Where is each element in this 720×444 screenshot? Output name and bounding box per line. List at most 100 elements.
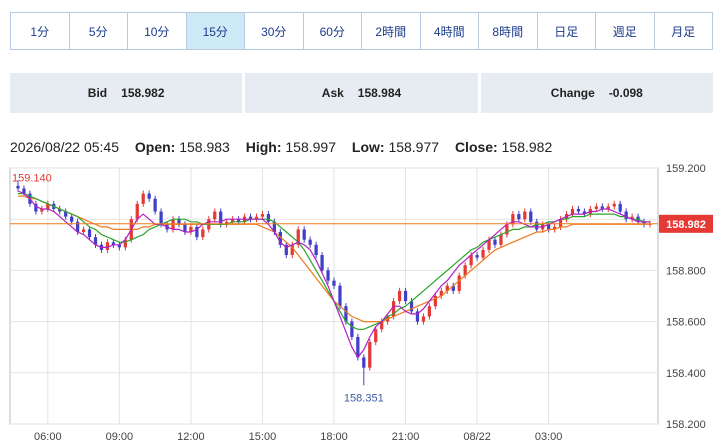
min-price-label: 158.351 (344, 392, 384, 404)
candle-body (296, 229, 300, 245)
candle-body (290, 244, 294, 256)
candle-body (606, 206, 610, 209)
candle-body (40, 208, 44, 212)
candle-body (350, 321, 354, 337)
tab-4hour[interactable]: 4時間 (421, 13, 479, 49)
candle-body (278, 232, 282, 245)
last-price-label: 158.982 (666, 219, 706, 231)
candle-body (457, 275, 461, 291)
open-label: Open: (134, 139, 176, 155)
candle-body (505, 224, 509, 235)
candle-body (630, 216, 634, 220)
candle-body (236, 219, 241, 222)
candle-body (332, 280, 336, 286)
candle-body (356, 336, 360, 358)
candle-body (403, 290, 408, 302)
candle-body (445, 285, 449, 291)
candle-body (266, 214, 271, 222)
candle-body (594, 206, 598, 209)
tab-30min[interactable]: 30分 (245, 13, 304, 49)
candle-body (576, 208, 581, 212)
tab-weekly[interactable]: 週足 (596, 13, 655, 49)
timeframe-tabs: 1分 5分 10分 15分 30分 60分 2時間 4時間 8時間 日足 週足 … (10, 12, 713, 50)
last-price-tag (659, 214, 713, 233)
ask-label: Ask (321, 86, 344, 100)
candlestick-chart[interactable]: 158.200158.400158.600158.800159.000159.2… (0, 156, 720, 444)
candle-body (600, 206, 604, 209)
candle-body (582, 211, 587, 215)
candle-body (362, 357, 366, 368)
candle-body (58, 208, 62, 212)
high-value: 158.997 (285, 139, 336, 155)
tab-10min[interactable]: 10分 (128, 13, 187, 49)
candle-body (308, 239, 312, 245)
tab-8hour[interactable]: 8時間 (479, 13, 538, 49)
candle-body (46, 203, 50, 209)
bid-value: 158.982 (121, 86, 165, 100)
y-tick-label: 158.800 (666, 265, 706, 277)
x-tick-label: 09:00 (106, 431, 134, 443)
candle-body (260, 214, 265, 217)
x-tick-label: 12:00 (177, 431, 205, 443)
candle-body (314, 244, 318, 256)
candle-body (141, 193, 145, 204)
y-tick-label: 158.600 (666, 317, 706, 329)
ohlc-datetime: 2026/08/22 05:45 (10, 139, 119, 155)
candle-body (64, 211, 68, 217)
candle-body (320, 255, 324, 271)
candle-body (529, 211, 533, 222)
tab-60min[interactable]: 60分 (304, 13, 362, 49)
max-price-label: 159.140 (12, 172, 52, 184)
candle-body (254, 216, 259, 220)
tab-5min[interactable]: 5分 (70, 13, 128, 49)
candle-body (189, 226, 193, 232)
candle-body (248, 216, 253, 220)
tab-15min[interactable]: 15分 (186, 13, 245, 49)
candle-body (469, 255, 473, 266)
candle-body (326, 270, 330, 281)
x-tick-label: 06:00 (34, 431, 62, 443)
candle-body (475, 255, 479, 258)
low-label: Low: (351, 139, 385, 155)
ask-cell: Ask 158.984 (245, 73, 478, 113)
candle-body (481, 249, 485, 258)
change-value: -0.098 (608, 86, 643, 100)
y-tick-label: 158.400 (666, 368, 706, 380)
x-tick-label: 03:00 (535, 431, 563, 443)
tab-monthly[interactable]: 月足 (671, 24, 696, 39)
bid-cell: Bid 158.982 (10, 73, 243, 113)
candle-body (523, 211, 527, 220)
change-label: Change (550, 86, 595, 100)
candle-body (552, 226, 557, 230)
candle-body (201, 229, 205, 238)
candle-body (272, 221, 277, 232)
ohlc-readout: 2026/08/22 05:45 Open: 158.983 High: 158… (10, 139, 552, 155)
candle-body (105, 242, 110, 250)
candle-body (87, 229, 92, 238)
ask-value: 158.984 (357, 86, 402, 100)
y-tick-label: 159.200 (666, 163, 706, 175)
candle-body (219, 211, 223, 225)
candle-body (463, 265, 467, 276)
candle-body (517, 214, 521, 220)
candle-body (570, 208, 575, 215)
candle-body (427, 306, 432, 317)
candle-body (183, 224, 187, 232)
candle-body (487, 239, 491, 250)
candle-body (231, 219, 235, 222)
tab-2hour[interactable]: 2時間 (362, 13, 421, 49)
candle-body (439, 290, 443, 296)
candle-body (135, 203, 139, 220)
candle-body (493, 239, 497, 245)
y-tick-label: 158.200 (666, 419, 706, 431)
tab-1min[interactable]: 1分 (11, 13, 70, 49)
candle-body (624, 211, 628, 220)
candle-body (558, 219, 563, 227)
bid-label: Bid (87, 86, 108, 100)
candle-body (421, 316, 426, 322)
high-label: High: (245, 139, 282, 155)
candle-body (16, 185, 20, 189)
candle-body (642, 221, 646, 225)
close-label: Close: (454, 139, 498, 155)
tab-daily[interactable]: 日足 (538, 13, 596, 49)
